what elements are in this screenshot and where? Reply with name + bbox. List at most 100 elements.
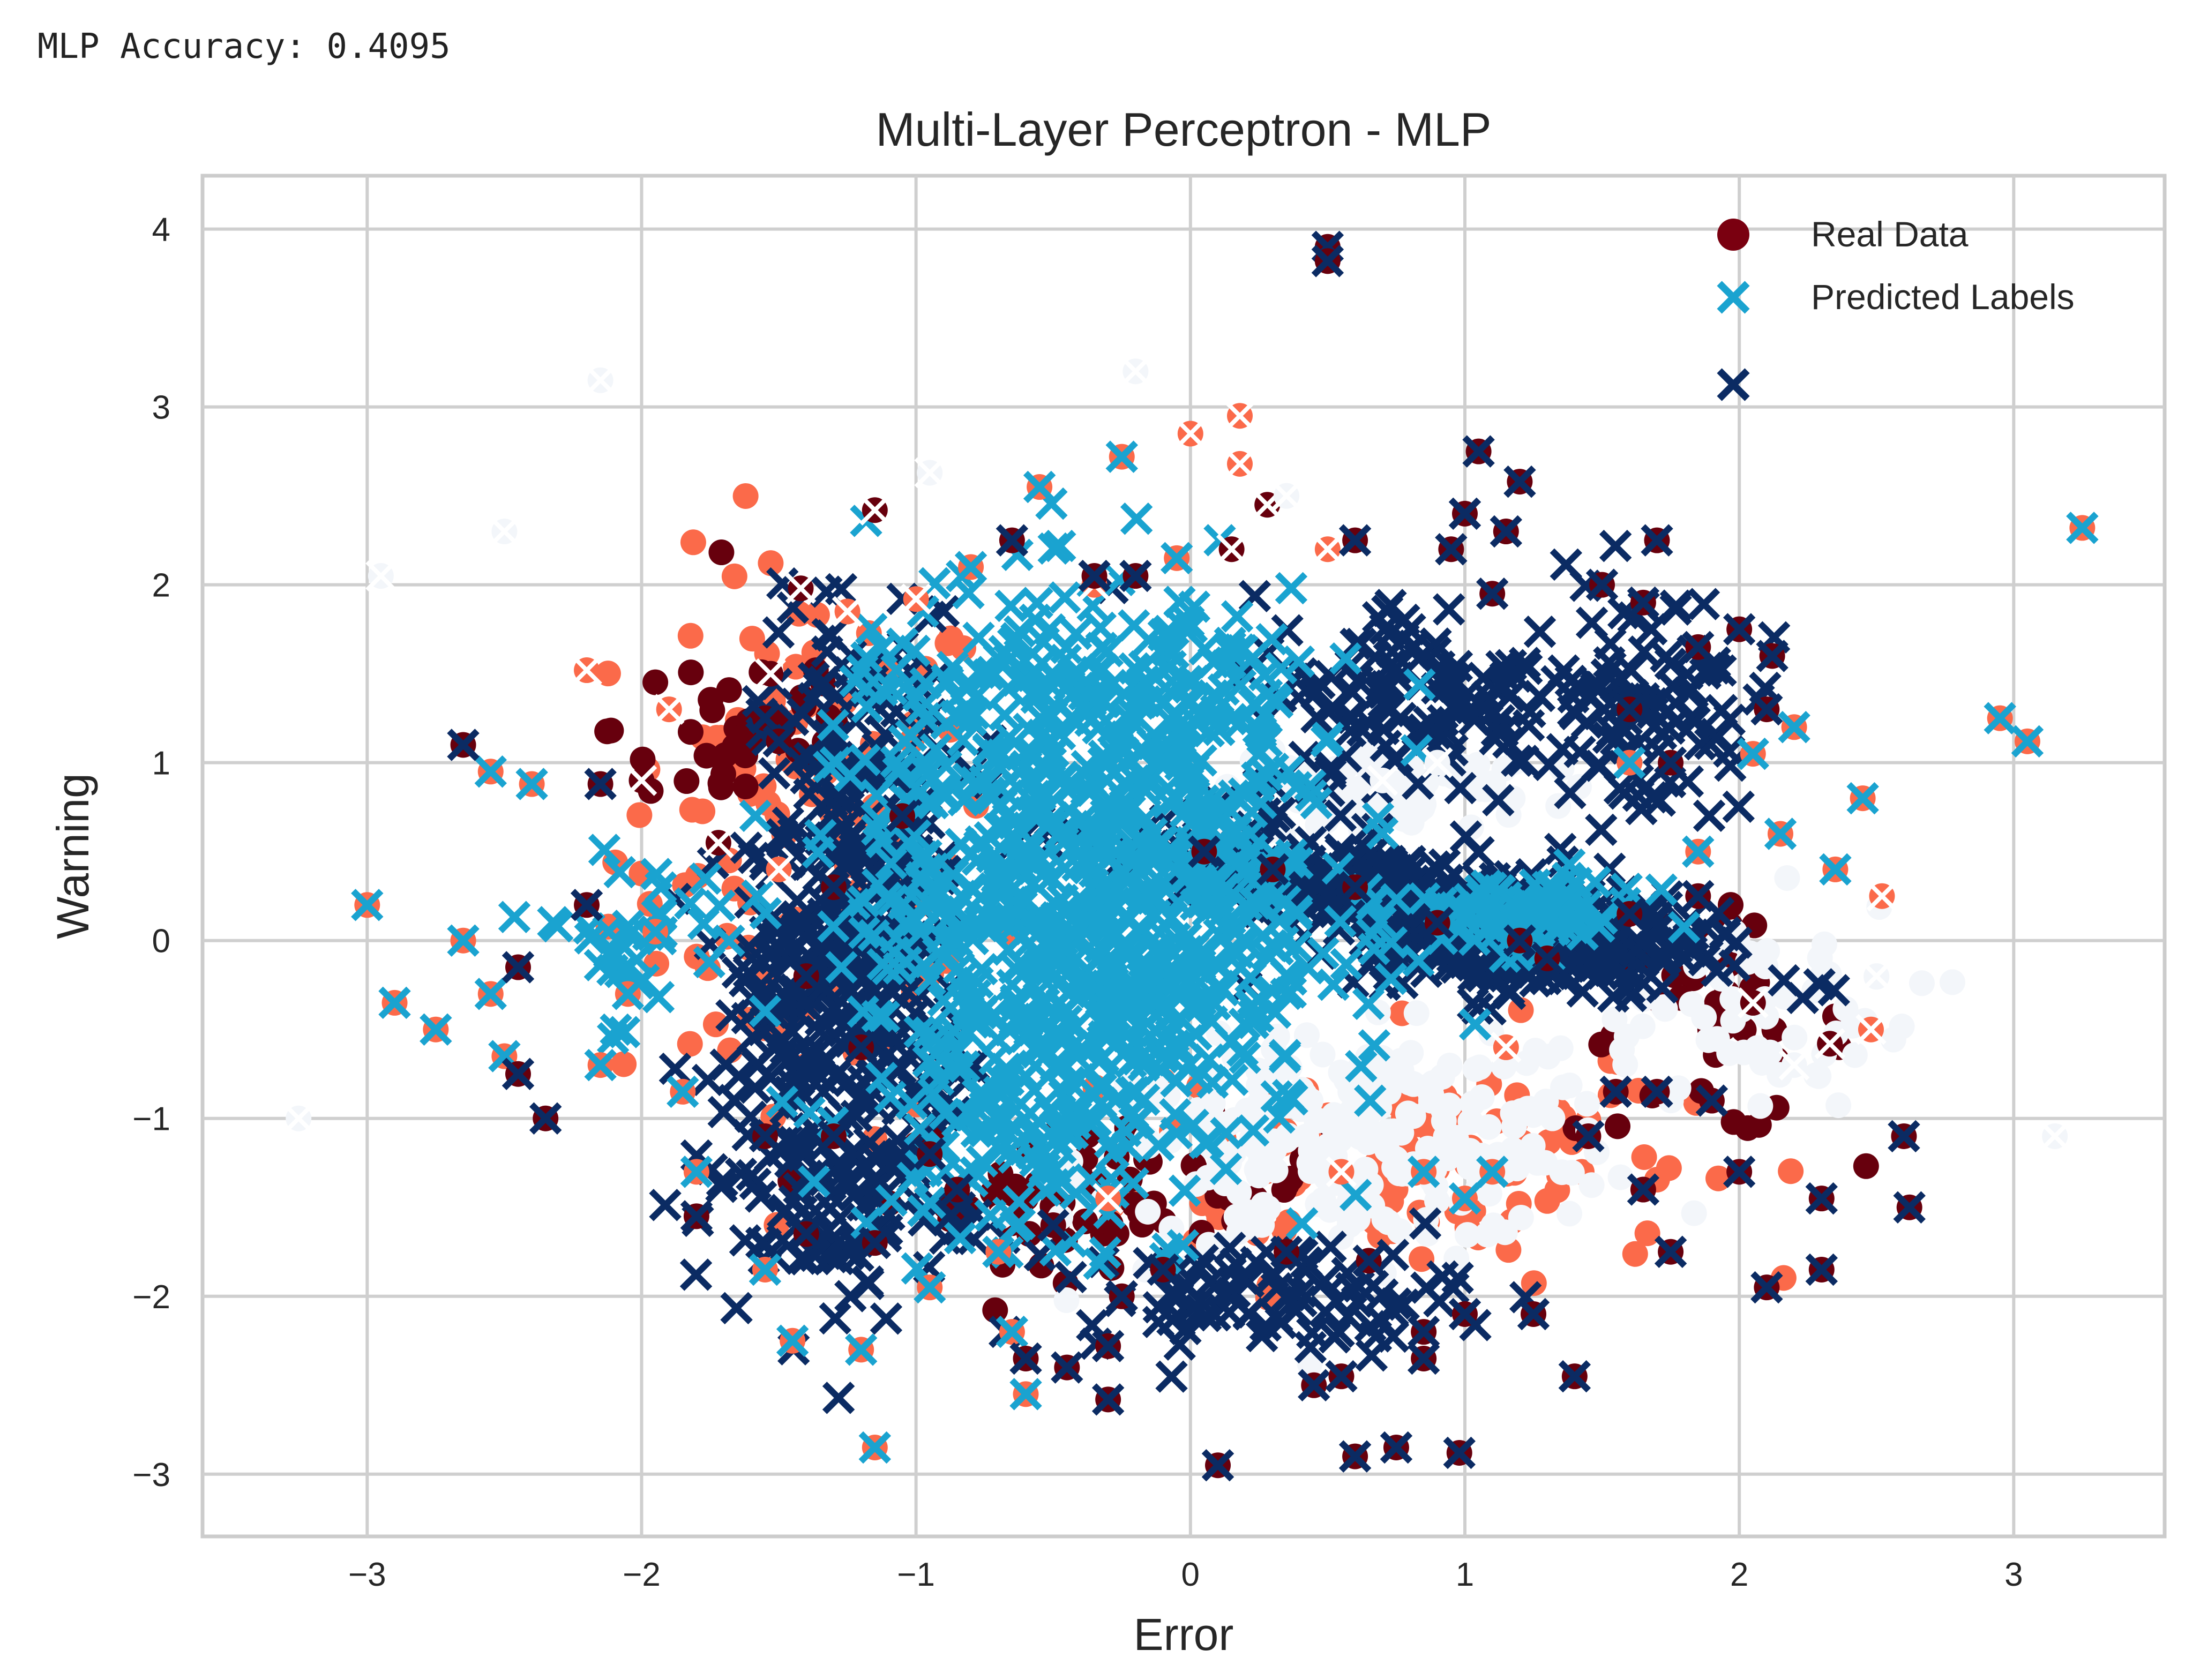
cluster-point <box>1459 1091 1485 1117</box>
cluster-point <box>749 897 782 929</box>
y-axis-label: Warning <box>48 773 98 939</box>
cluster-point <box>1698 652 1731 685</box>
cluster-point <box>1271 1078 1305 1112</box>
data-point <box>1407 1315 1440 1348</box>
cluster-point <box>1474 1221 1500 1248</box>
cluster-point <box>853 1127 886 1160</box>
cluster-point <box>1631 1144 1657 1170</box>
cluster-point <box>940 1213 972 1246</box>
cluster-point <box>1389 1161 1416 1187</box>
cluster-point <box>588 834 621 866</box>
cluster-point <box>732 483 759 509</box>
data-point <box>1585 568 1619 601</box>
cluster-point <box>961 678 994 711</box>
cluster-point <box>1437 662 1470 695</box>
data-point <box>1051 1351 1083 1384</box>
cluster-point <box>1842 1042 1868 1068</box>
cluster-point <box>1048 581 1081 614</box>
data-point <box>996 524 1029 557</box>
cluster-point <box>1095 669 1128 702</box>
cluster-point <box>1259 879 1292 912</box>
data-point <box>515 768 548 800</box>
cluster-point <box>630 746 656 772</box>
data-point <box>1846 782 1879 815</box>
data-point <box>1654 1235 1687 1269</box>
cluster-point <box>1544 832 1577 865</box>
cluster-point <box>679 1258 713 1291</box>
cluster-point <box>1491 1053 1517 1079</box>
cluster-point <box>1649 942 1682 975</box>
cluster-point <box>596 954 629 986</box>
cluster-point <box>960 766 992 799</box>
data-point <box>1037 1209 1069 1242</box>
cluster-point <box>1880 1026 1906 1053</box>
data-point <box>1380 1431 1413 1464</box>
cluster-point <box>1550 548 1583 581</box>
cluster-point <box>1853 1153 1879 1179</box>
cluster-point <box>1652 694 1685 727</box>
cluster-point <box>781 1060 813 1092</box>
cluster-point <box>1659 589 1693 622</box>
cluster-point <box>1374 1119 1400 1145</box>
data-point <box>1641 1075 1673 1108</box>
cluster-point <box>1594 627 1627 661</box>
data-point <box>954 551 987 583</box>
data-point <box>680 1156 713 1188</box>
data-point <box>1893 1191 1926 1224</box>
cluster-point <box>1142 1306 1175 1338</box>
cluster-point <box>1248 698 1281 731</box>
cluster-point <box>1080 971 1113 1004</box>
data-point-overlay <box>1312 534 1343 565</box>
cluster-point <box>739 799 772 832</box>
cluster-point <box>1467 776 1493 802</box>
point-clouds <box>498 483 1965 1414</box>
cluster-point <box>498 901 531 933</box>
legend-label: Real Data <box>1811 214 1969 254</box>
cluster-point <box>1159 1278 1192 1310</box>
cluster-point <box>1053 794 1086 828</box>
cluster-point <box>786 1139 819 1172</box>
data-point <box>1160 542 1193 575</box>
cluster-point <box>1454 1222 1480 1248</box>
cluster-point <box>736 1159 768 1191</box>
x-tick-label: −1 <box>897 1556 935 1593</box>
data-point <box>1613 897 1646 931</box>
cluster-point <box>745 1226 778 1259</box>
data-point-overlay <box>1737 987 1769 1018</box>
data-point <box>1558 1360 1591 1393</box>
cluster-point <box>1342 1270 1375 1303</box>
cluster-point <box>1263 904 1296 937</box>
cluster-point <box>1123 1104 1155 1137</box>
cluster-point <box>1120 502 1153 535</box>
data-point-overlay <box>763 854 795 885</box>
cluster-point <box>749 982 782 1015</box>
cluster-point <box>1324 905 1357 938</box>
cluster-point <box>1258 682 1290 715</box>
cluster-point <box>1678 706 1711 738</box>
data-point <box>914 1271 946 1304</box>
cluster-point <box>1693 799 1726 832</box>
cluster-point <box>1391 846 1424 880</box>
cluster-point <box>693 742 720 769</box>
cluster-point <box>1260 1272 1293 1305</box>
cluster-point <box>1375 926 1408 959</box>
cluster-point <box>680 529 706 556</box>
cluster-point <box>1380 883 1413 916</box>
cluster-point <box>1578 1172 1605 1198</box>
cluster-point <box>802 836 835 869</box>
data-point-overlay <box>1814 1028 1845 1060</box>
cluster-point <box>850 672 883 704</box>
cluster-point <box>1431 1108 1457 1134</box>
cluster-point <box>1024 987 1057 1019</box>
cluster-point <box>825 573 858 606</box>
data-point <box>1682 631 1715 664</box>
data-point <box>1641 524 1673 557</box>
cluster-point <box>1588 1031 1614 1058</box>
data-point-overlay <box>1216 534 1247 565</box>
cluster-point <box>1520 1102 1546 1128</box>
cluster-point <box>677 622 704 649</box>
cluster-point <box>965 997 998 1030</box>
cluster-point <box>1317 968 1350 1001</box>
cluster-point <box>1091 635 1124 668</box>
cluster-point <box>790 908 822 941</box>
